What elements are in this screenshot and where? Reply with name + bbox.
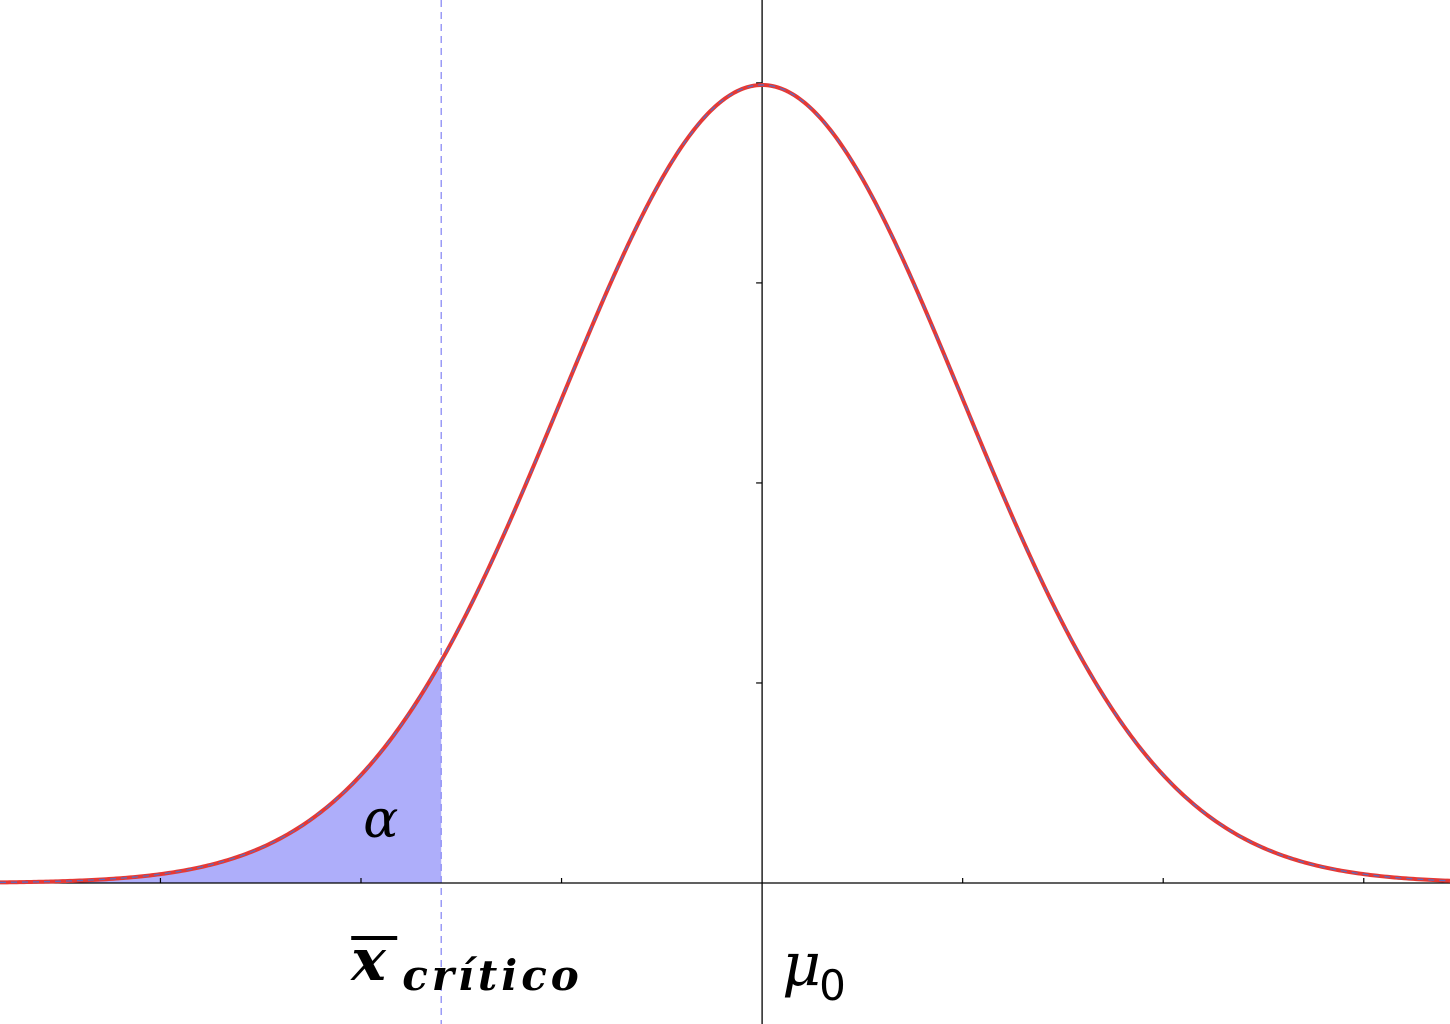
mean-label: μ 0 (782, 930, 846, 1010)
critical-value-label: x crítico (349, 926, 583, 1000)
density-curve (0, 83, 1450, 885)
y-axis-ticks (756, 82, 763, 684)
mean-label-subscript: 0 (819, 961, 846, 1010)
mean-label-main: μ (782, 930, 821, 1000)
critical-label-subscript: crítico (402, 951, 583, 1000)
alpha-label: α (363, 790, 398, 850)
x-axis-ticks (159, 878, 1365, 883)
critical-label-main: x (349, 926, 387, 994)
density-curve-overlay (0, 84, 1450, 884)
alpha-shaded-region (0, 661, 442, 883)
